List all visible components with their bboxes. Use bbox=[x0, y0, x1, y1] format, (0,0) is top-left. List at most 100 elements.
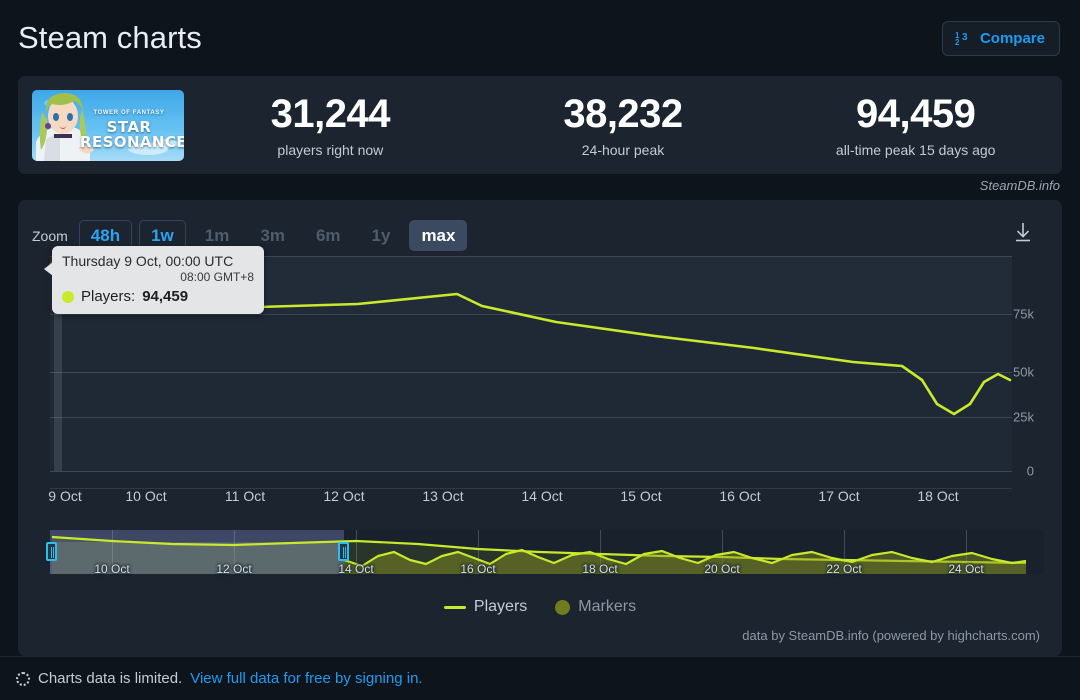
zoom-button-max[interactable]: max bbox=[409, 220, 468, 252]
zoom-button-3m: 3m bbox=[248, 220, 297, 251]
chart-credit: data by SteamDB.info (powered by highcha… bbox=[742, 628, 1040, 643]
chart-plot-area[interactable]: 75k 50k 25k 0 bbox=[32, 256, 1048, 488]
handle-grip bbox=[343, 547, 344, 558]
navigator-tick-10-oct: 10 Oct bbox=[94, 562, 130, 576]
chart-tooltip: Thursday 9 Oct, 00:00 UTC 08:00 GMT+8 Pl… bbox=[44, 246, 264, 314]
navigator-tick-22-oct: 22 Oct bbox=[826, 562, 862, 576]
y-tick-25k: 25k bbox=[1013, 409, 1034, 425]
tooltip-subtitle: 08:00 GMT+8 bbox=[180, 270, 254, 284]
x-tick-18-oct: 18 Oct bbox=[917, 488, 959, 504]
stat-value: 38,232 bbox=[563, 91, 683, 136]
character-art bbox=[36, 92, 94, 161]
page-title: Steam charts bbox=[18, 20, 202, 55]
stat-players-right-now: 31,244 players right now bbox=[184, 93, 477, 158]
zoom-label: Zoom bbox=[32, 227, 68, 244]
game-capsule-image[interactable]: TOWER OF FANTASY STAR RESONANCE bbox=[32, 89, 184, 161]
x-axis-line bbox=[50, 488, 1012, 489]
tooltip-series-label: Players: bbox=[81, 288, 136, 305]
download-icon[interactable] bbox=[1010, 219, 1036, 250]
legend-dot-icon bbox=[555, 599, 571, 615]
tooltip-series-row: Players: 94,459 bbox=[62, 288, 254, 305]
stats-card: TOWER OF FANTASY STAR RESONANCE 31,244 p… bbox=[18, 76, 1062, 174]
zoom-button-6m: 6m bbox=[304, 220, 353, 251]
compare-button[interactable]: 1 2 3 Compare bbox=[941, 20, 1060, 56]
stat-label: players right now bbox=[277, 141, 384, 158]
navigator-gridline bbox=[844, 530, 845, 574]
chart-card: Zoom 48h 1w 1m 3m 6m 1y max 75k bbox=[18, 200, 1062, 656]
navigator-tick-14-oct: 14 Oct bbox=[338, 562, 374, 576]
navigator-tick-24-oct: 24 Oct bbox=[948, 562, 984, 576]
legend-item-players[interactable]: Players bbox=[443, 598, 528, 616]
steamdb-credit: SteamDB.info bbox=[979, 178, 1060, 193]
navigator-selected-range[interactable] bbox=[50, 530, 344, 574]
stat-24-hour-peak: 38,232 24-hour peak bbox=[477, 93, 770, 158]
navigator-gridline bbox=[356, 530, 357, 574]
crosshair-band bbox=[54, 256, 62, 471]
stat-value: 94,459 bbox=[856, 91, 976, 136]
y-tick-0: 0 bbox=[1026, 463, 1034, 479]
tooltip-title: Thursday 9 Oct, 00:00 UTC bbox=[62, 253, 234, 269]
footer-text: Charts data is limited. bbox=[38, 670, 183, 687]
x-tick-11-oct: 11 Oct bbox=[224, 488, 266, 504]
handle-grip bbox=[53, 547, 54, 558]
zoom-button-1m: 1m bbox=[193, 220, 242, 251]
stat-label: all-time peak 15 days ago bbox=[835, 141, 996, 158]
capsule-text: TOWER OF FANTASY STAR RESONANCE bbox=[80, 109, 184, 151]
navigator-tick-12-oct: 12 Oct bbox=[216, 562, 252, 576]
x-tick-13-oct: 13 Oct bbox=[422, 488, 464, 504]
x-tick-12-oct: 12 Oct bbox=[323, 488, 365, 504]
x-tick-14-oct: 14 Oct bbox=[521, 488, 563, 504]
navigator-handle-right[interactable] bbox=[338, 542, 349, 561]
compare-button-label: Compare bbox=[979, 29, 1045, 47]
navigator-gridline bbox=[966, 530, 967, 574]
y-tick-75k: 75k bbox=[1013, 306, 1034, 322]
page-footer: Charts data is limited. View full data f… bbox=[0, 656, 1080, 700]
gridline-50k bbox=[50, 372, 1012, 373]
navigator-selection-mask bbox=[50, 542, 344, 574]
loading-spinner-icon bbox=[16, 671, 30, 686]
gridline-75k bbox=[50, 314, 1012, 315]
svg-text:3: 3 bbox=[962, 32, 968, 43]
chart-navigator[interactable]: 10 Oct 12 Oct 14 Oct 16 Oct 18 Oct 20 Oc… bbox=[32, 530, 1048, 578]
cloud-decoration bbox=[152, 138, 178, 148]
zoom-range-selector: Zoom 48h 1w 1m 3m 6m 1y max bbox=[32, 220, 468, 252]
podium-123-icon: 1 2 3 bbox=[955, 30, 973, 46]
chart-legend: Players Markers bbox=[18, 598, 1062, 616]
navigator-gridline bbox=[600, 530, 601, 574]
tooltip-series-dot-icon bbox=[62, 290, 74, 303]
plot-background-lower bbox=[50, 314, 1012, 471]
zoom-button-1y: 1y bbox=[360, 220, 403, 251]
stat-value: 31,244 bbox=[270, 91, 391, 136]
stat-all-time-peak: 94,459 all-time peak 15 days ago bbox=[769, 93, 1062, 158]
x-tick-16-oct: 16 Oct bbox=[719, 488, 761, 504]
legend-item-markers[interactable]: Markers bbox=[555, 598, 636, 616]
navigator-gridline bbox=[112, 530, 113, 574]
page-header: Steam charts 1 2 3 Compare bbox=[0, 0, 1080, 76]
svg-text:1: 1 bbox=[955, 31, 960, 40]
tooltip-pointer bbox=[44, 262, 53, 276]
stat-label: 24-hour peak bbox=[581, 141, 665, 158]
y-tick-50k: 50k bbox=[1013, 364, 1034, 380]
navigator-gridline bbox=[234, 530, 235, 574]
handle-grip bbox=[51, 547, 52, 558]
sign-in-link[interactable]: View full data for free by signing in. bbox=[190, 670, 423, 687]
gridline-100k bbox=[50, 256, 1012, 257]
gridline-25k bbox=[50, 417, 1012, 418]
chart-x-axis: 9 Oct 10 Oct 11 Oct 12 Oct 13 Oct 14 Oct… bbox=[32, 488, 1048, 514]
gridline-0 bbox=[50, 471, 1012, 472]
navigator-handle-left[interactable] bbox=[46, 542, 57, 561]
legend-line-icon bbox=[443, 605, 466, 609]
navigator-series bbox=[51, 535, 1027, 574]
handle-grip bbox=[345, 547, 346, 558]
capsule-title: STAR RESONANCE bbox=[80, 117, 184, 151]
legend-label: Markers bbox=[578, 598, 637, 615]
capsule-subtitle: TOWER OF FANTASY bbox=[93, 109, 165, 116]
tooltip-series-value: 94,459 bbox=[142, 288, 189, 305]
navigator-gridline bbox=[722, 530, 723, 574]
x-tick-9-oct: 9 Oct bbox=[48, 488, 82, 504]
navigator-tick-16-oct: 16 Oct bbox=[460, 562, 496, 576]
x-tick-10-oct: 10 Oct bbox=[125, 488, 167, 504]
legend-label: Players bbox=[473, 598, 528, 615]
navigator-tick-20-oct: 20 Oct bbox=[704, 562, 740, 576]
